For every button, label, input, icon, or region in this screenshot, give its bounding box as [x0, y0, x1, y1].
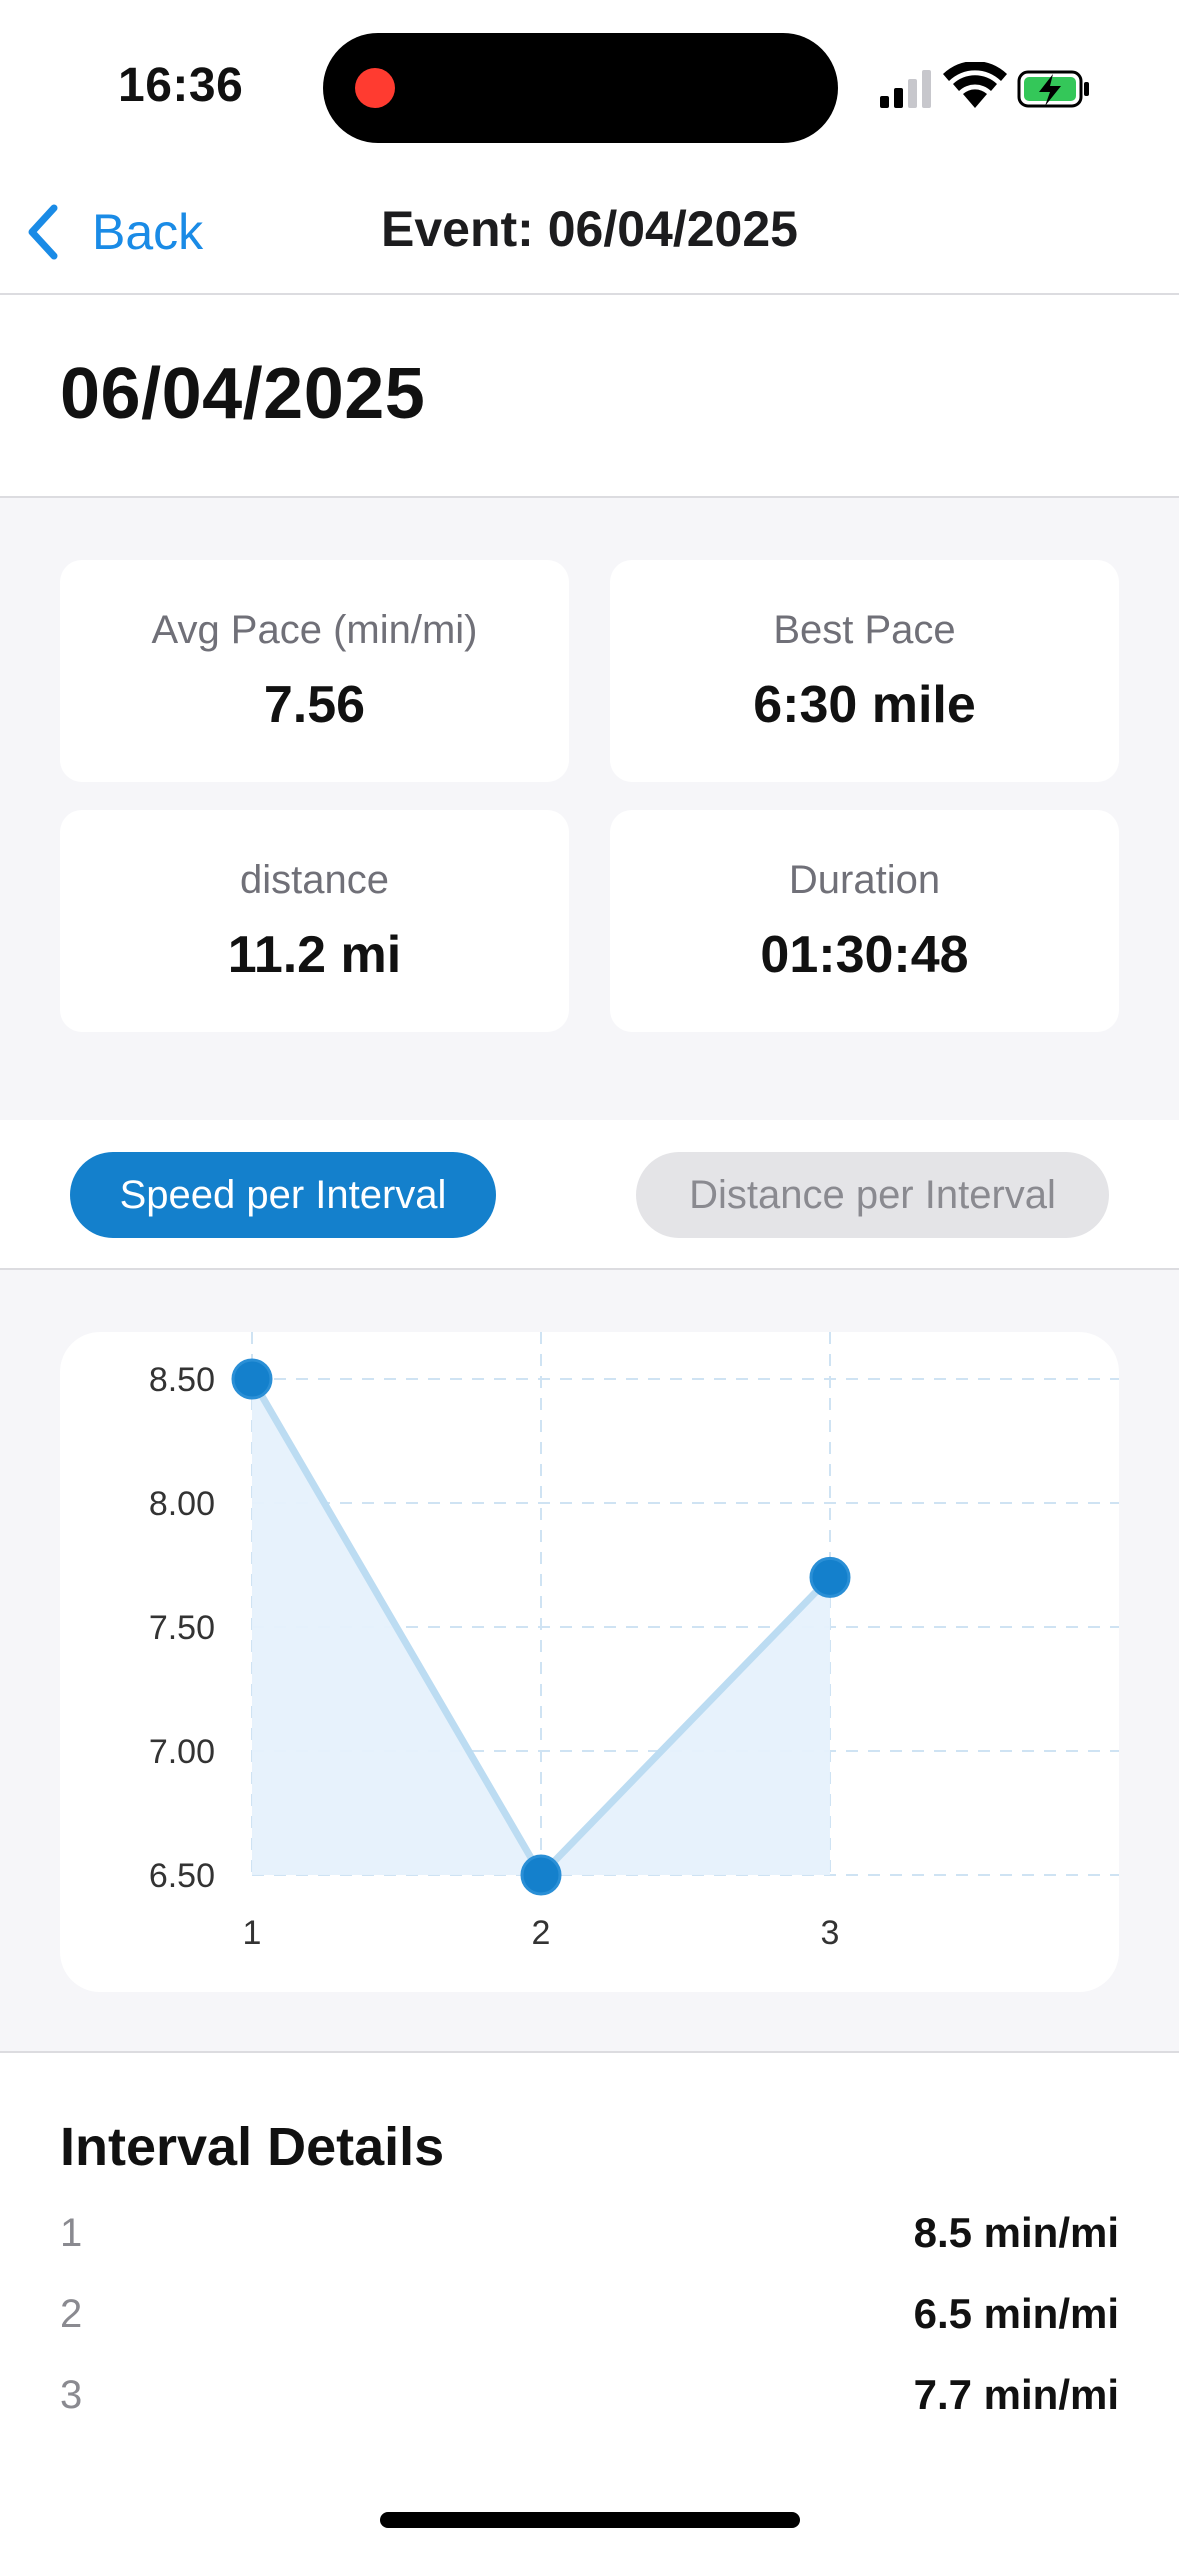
wifi-icon: [943, 62, 1007, 108]
stat-label: Duration: [788, 858, 941, 902]
chart-card: 8.50 8.00 7.50 7.00 6.50 1 2 3: [60, 1332, 1119, 1992]
interval-details: Interval Details 1 8.5 min/mi 2 6.5 min/…: [0, 2053, 1179, 2503]
interval-index: 2: [60, 2292, 83, 2336]
stat-card-avg-pace: Avg Pace (min/mi) 7.56: [60, 560, 569, 782]
dynamic-island: [323, 33, 838, 143]
interval-value: 7.7 min/mi: [913, 2371, 1119, 2418]
chevron-left-icon: [28, 204, 58, 260]
nav-title: Event: 06/04/2025: [381, 201, 798, 257]
stat-label: Best Pace: [773, 608, 956, 652]
x-tick-label: 3: [821, 1914, 840, 1952]
page-title: 06/04/2025: [60, 354, 426, 434]
x-tick-label: 2: [532, 1914, 551, 1952]
tab-speed-per-interval[interactable]: Speed per Interval: [70, 1152, 496, 1238]
cellular-signal-icon: [880, 70, 931, 108]
stat-value: 6:30 mile: [753, 676, 976, 734]
interval-index: 1: [60, 2211, 83, 2255]
stats-grid: Avg Pace (min/mi) 7.56 Best Pace 6:30 mi…: [0, 498, 1179, 1120]
list-item: 3 7.7 min/mi: [60, 2357, 1119, 2437]
y-tick-label: 6.50: [149, 1857, 215, 1895]
y-tick-label: 8.50: [149, 1361, 215, 1399]
chart-mode-tabs: Speed per Interval Distance per Interval: [0, 1120, 1179, 1270]
battery-charging-icon: [1017, 70, 1089, 108]
status-icons: [880, 62, 1089, 108]
interval-index: 3: [60, 2373, 83, 2417]
series-area: [252, 1379, 830, 1875]
tab-distance-per-interval[interactable]: Distance per Interval: [636, 1152, 1109, 1238]
data-point: [809, 1556, 851, 1598]
y-tick-label: 8.00: [149, 1485, 215, 1523]
status-bar: 16:36: [0, 0, 1179, 170]
navigation-bar: Back Event: 06/04/2025: [0, 170, 1179, 295]
back-button-label: Back: [92, 204, 204, 260]
interval-value: 6.5 min/mi: [913, 2290, 1119, 2337]
x-tick-label: 1: [243, 1914, 262, 1952]
stat-card-duration: Duration 01:30:48: [610, 810, 1119, 1032]
list-item: 1 8.5 min/mi: [60, 2195, 1119, 2275]
interval-value: 8.5 min/mi: [913, 2209, 1119, 2256]
back-button[interactable]: Back: [22, 192, 203, 272]
stat-label: Avg Pace (min/mi): [151, 608, 478, 652]
stat-value: 7.56: [263, 676, 366, 734]
stat-value: 11.2 mi: [227, 926, 402, 984]
stat-card-best-pace: Best Pace 6:30 mile: [610, 560, 1119, 782]
data-point: [231, 1358, 273, 1400]
stat-card-distance: distance 11.2 mi: [60, 810, 569, 1032]
list-item: 2 6.5 min/mi: [60, 2276, 1119, 2356]
stat-label: distance: [240, 858, 389, 902]
y-tick-label: 7.50: [149, 1609, 215, 1647]
stat-value: 01:30:48: [760, 926, 969, 984]
y-tick-label: 7.00: [149, 1733, 215, 1771]
recording-indicator-icon: [355, 68, 395, 108]
event-header: 06/04/2025: [0, 295, 1179, 498]
status-time: 16:36: [118, 59, 244, 112]
interval-details-title: Interval Details: [60, 2117, 445, 2177]
home-indicator[interactable]: [380, 2512, 800, 2528]
speed-line-chart: 8.50 8.00 7.50 7.00 6.50 1 2 3: [149, 1332, 1119, 1952]
data-point: [520, 1854, 562, 1896]
chart-section: 8.50 8.00 7.50 7.00 6.50 1 2 3: [0, 1270, 1179, 2053]
